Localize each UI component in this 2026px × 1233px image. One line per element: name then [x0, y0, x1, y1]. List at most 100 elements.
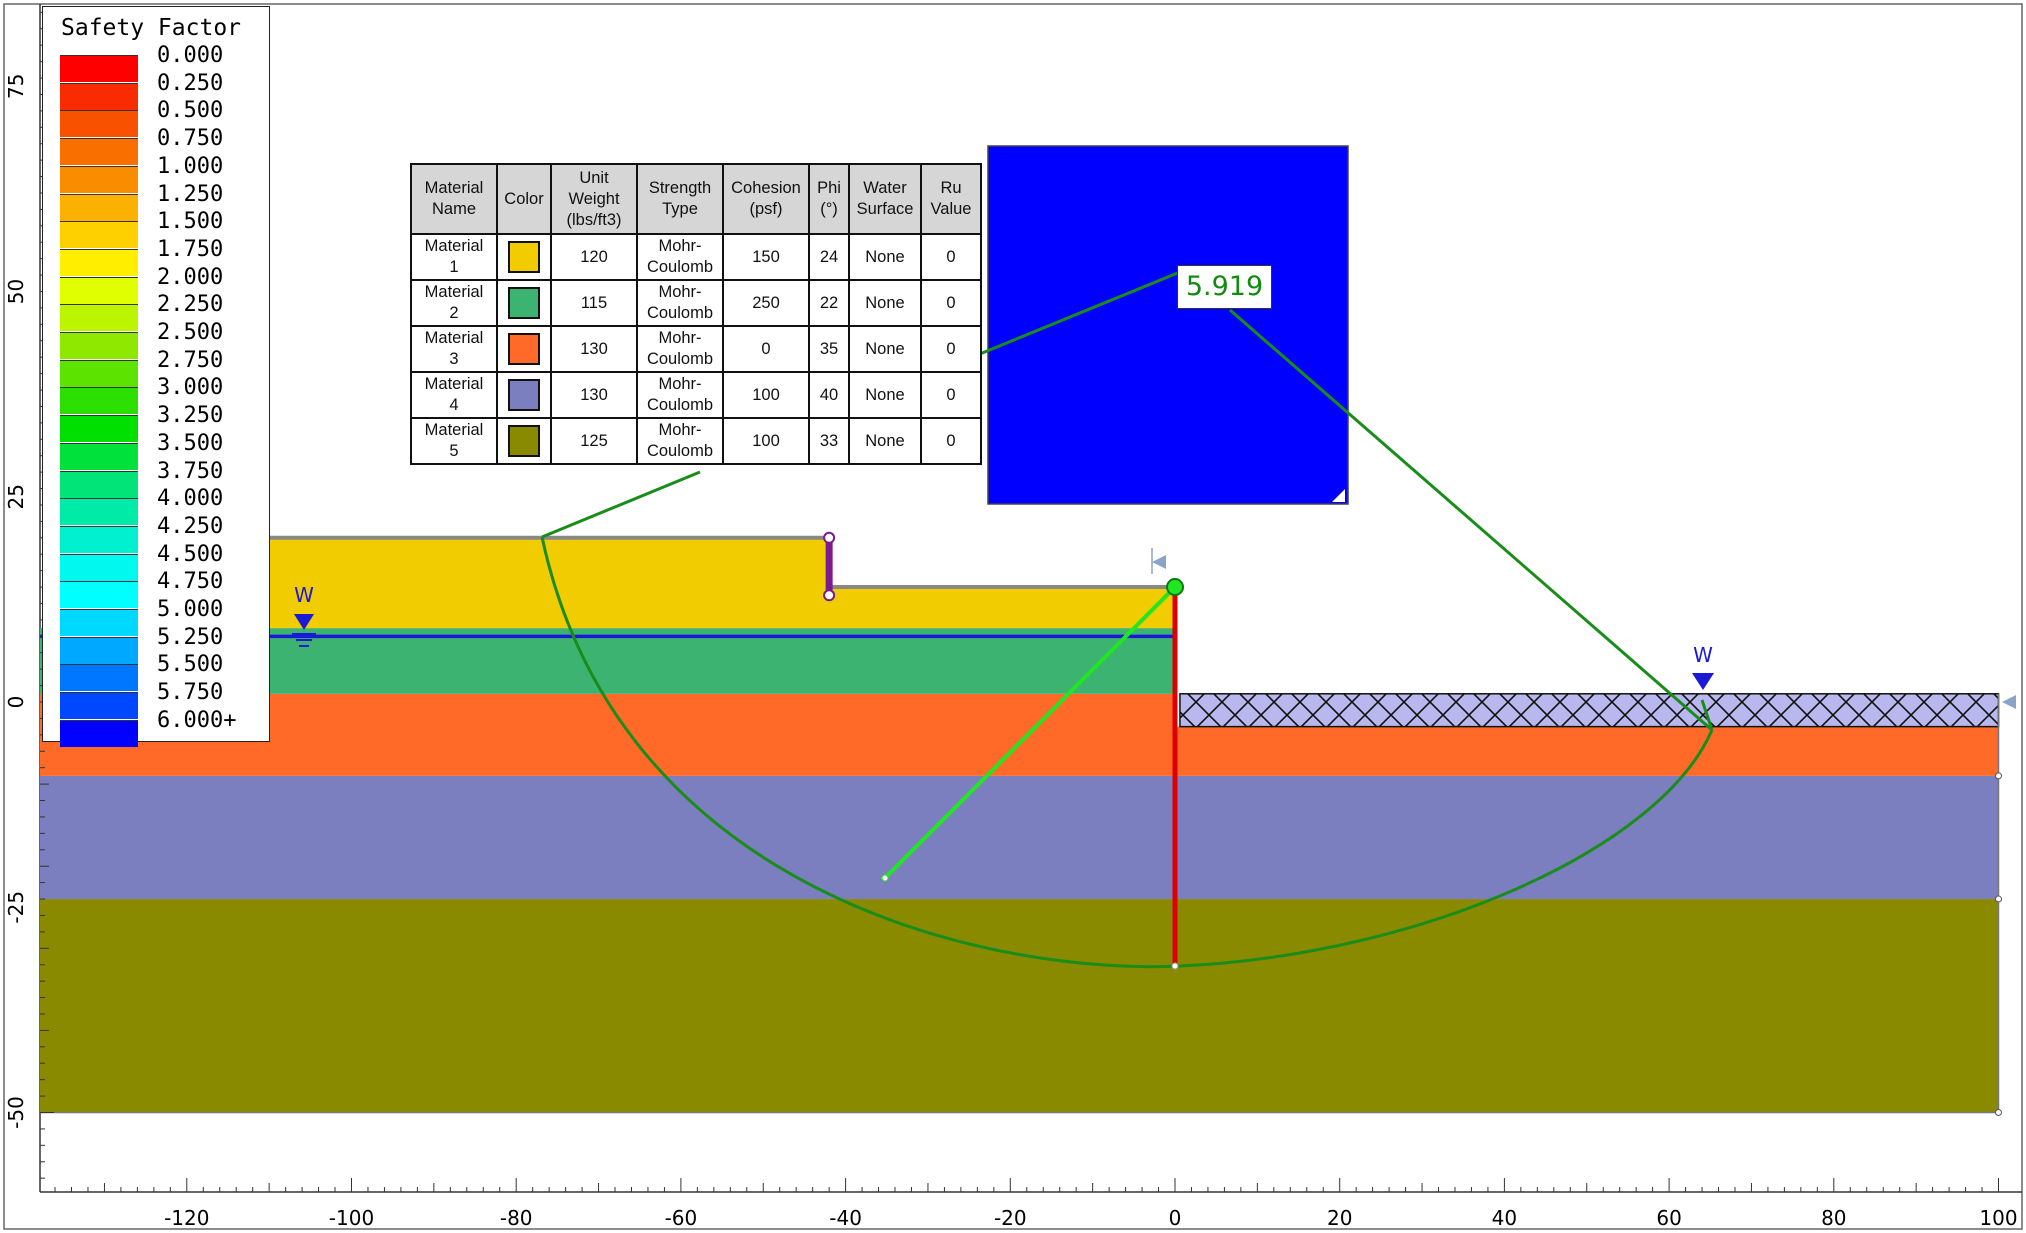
header-line: Value: [930, 200, 972, 218]
legend-swatch: [60, 138, 138, 166]
material-color-cell: [496, 417, 552, 465]
x-tick-label: -60: [665, 1206, 698, 1230]
unit-weight-cell: 115: [550, 279, 638, 327]
header-line: Strength: [648, 179, 712, 197]
water-surface-cell: None: [848, 233, 922, 281]
material-row[interactable]: Material 2 115 Mohr- Coulomb 250 22 None 0: [410, 279, 982, 327]
safety-factor-label[interactable]: 5.919: [1177, 265, 1272, 309]
legend-swatch: [60, 332, 138, 359]
header-line: Cohesion: [731, 179, 801, 197]
material-name-line: 5: [449, 442, 459, 460]
slip-surface-exit: [1700, 699, 1714, 731]
fos-leader-right: [1229, 308, 1713, 732]
legend-title: Safety Factor: [61, 15, 242, 41]
strength-type-cell: Mohr- Coulomb: [636, 325, 724, 373]
legend-value: 4.000: [157, 486, 224, 512]
x-tick-label: 60: [1656, 1206, 1681, 1230]
strength-type-line: Coulomb: [646, 396, 714, 414]
header-cohesion: Cohesion (psf): [722, 163, 810, 235]
material-row[interactable]: Material 5 125 Mohr- Coulomb 100 33 None 0: [410, 417, 982, 465]
strength-type-cell: Mohr- Coulomb: [636, 417, 724, 465]
ru-value-cell: 0: [920, 233, 982, 281]
header-line: (psf): [749, 200, 783, 218]
legend-value: 6.000+: [157, 707, 237, 733]
legend-swatch: [60, 553, 138, 581]
material-color-swatch: [508, 241, 540, 273]
strength-type-line: Mohr-: [658, 329, 702, 347]
boundary-marker-icon: [1152, 555, 1166, 569]
surcharge-layer: [1179, 693, 2000, 728]
fos-leader-left: [969, 270, 1181, 360]
header-line: Surface: [856, 200, 914, 218]
strength-type-line: Coulomb: [646, 258, 714, 276]
legend-value: 1.500: [157, 209, 224, 235]
material-row[interactable]: Material 3 130 Mohr- Coulomb 0 35 None 0: [410, 325, 982, 373]
legend-swatch: [60, 498, 138, 526]
header-line: (lbs/ft3): [566, 210, 622, 229]
material-name-line: Material: [424, 283, 484, 301]
y-tick-label: 50: [4, 279, 28, 304]
water-surface-cell: None: [848, 417, 922, 465]
x-tick-label: 40: [1492, 1206, 1517, 1230]
legend-swatch: [60, 442, 138, 470]
header-line: Unit: [579, 168, 609, 187]
legend-value: 1.750: [157, 236, 224, 262]
legend-value: 3.750: [157, 458, 224, 484]
phi-cell: 35: [808, 325, 850, 373]
legend-swatch: [60, 719, 138, 747]
material-name-line: 2: [449, 304, 459, 322]
header-line: (°): [820, 200, 838, 218]
legend-value: 2.750: [157, 347, 224, 373]
ru-value-cell: 0: [920, 371, 982, 419]
phi-cell: 24: [808, 233, 850, 281]
legend-swatch: [60, 193, 138, 221]
ru-value-cell: 0: [920, 325, 982, 373]
phi-cell: 33: [808, 417, 850, 465]
wall-base-point: [1171, 962, 1179, 970]
unit-weight-cell: 130: [550, 325, 638, 373]
cohesion-cell: 100: [722, 371, 810, 419]
material-row[interactable]: Material 4 130 Mohr- Coulomb 100 40 None 0: [410, 371, 982, 419]
header-line: Color: [504, 189, 544, 208]
x-tick-label: -40: [829, 1206, 862, 1230]
strength-type-line: Coulomb: [646, 442, 714, 460]
legend-swatch: [60, 82, 138, 110]
material-name-line: 3: [449, 350, 459, 368]
legend-value: 0.250: [157, 70, 224, 96]
legend-swatch: [60, 609, 138, 636]
legend-swatch: [60, 636, 138, 664]
header-line: Material: [424, 179, 484, 197]
y-tick-label: 0: [4, 696, 28, 709]
material-name-line: Material: [424, 329, 484, 347]
water-table-marker-icon: [1692, 673, 1714, 690]
material-name-line: 4: [449, 396, 459, 414]
legend-swatch: [60, 359, 138, 387]
legend-value: 2.000: [157, 264, 224, 290]
legend-value: 5.500: [157, 652, 224, 678]
legend-value: 5.250: [157, 624, 224, 650]
strength-type-cell: Mohr- Coulomb: [636, 371, 724, 419]
legend-value: 5.750: [157, 680, 224, 706]
legend-swatch: [60, 110, 138, 138]
material-row[interactable]: Material 1 120 Mohr- Coulomb 150 24 None 0: [410, 233, 982, 281]
legend-value: 2.500: [157, 320, 224, 345]
strength-type-line: Mohr-: [658, 237, 702, 255]
layer-material-5: [40, 899, 1999, 1113]
safety-factor-legend[interactable]: Safety Factor 0.000 0.250 0.500 0.750 1.000 1…: [42, 6, 270, 747]
material-name-line: Material: [424, 375, 484, 393]
materials-table[interactable]: Material Name Color Unit Weight (lbs/ft3) S…: [410, 163, 982, 465]
strength-type-line: Mohr-: [658, 283, 702, 301]
material-color-cell: [496, 325, 552, 373]
legend-value: 0.000: [157, 43, 224, 68]
legend-swatch: [60, 304, 138, 332]
safety-factor-grid-box: [987, 145, 1349, 505]
strength-type-cell: Mohr- Coulomb: [636, 279, 724, 327]
header-strength-type: Strength Type: [636, 163, 724, 235]
x-tick-label: -120: [164, 1206, 209, 1230]
header-phi: Phi (°): [808, 163, 850, 235]
strength-type-line: Mohr-: [658, 375, 702, 393]
material-color-swatch: [508, 425, 540, 457]
boundary-vertex: [1995, 1109, 2002, 1116]
water-table-marker-icon: [294, 614, 314, 630]
